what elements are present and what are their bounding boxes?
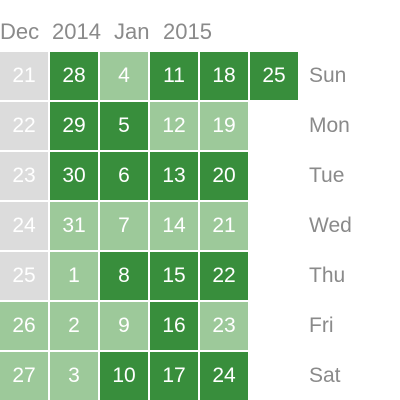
day-cell[interactable]: 24	[0, 202, 48, 250]
day-cell[interactable]: 20	[200, 152, 248, 200]
day-cell[interactable]: 29	[50, 102, 98, 150]
day-cell[interactable]: 23	[200, 302, 248, 350]
day-cell[interactable]: 9	[100, 302, 148, 350]
day-cell[interactable]: 26	[0, 302, 48, 350]
day-cell[interactable]: 1	[50, 252, 98, 300]
month-label-dec: Dec	[0, 19, 40, 44]
day-cell[interactable]: 2	[50, 302, 98, 350]
day-cell[interactable]: 5	[100, 102, 148, 150]
day-cell[interactable]: 21	[0, 52, 48, 100]
day-cell[interactable]: 31	[50, 202, 98, 250]
day-cell[interactable]: 3	[50, 352, 98, 400]
day-cell[interactable]: 27	[0, 352, 48, 400]
day-cell[interactable]: 21	[200, 202, 248, 250]
month-label-jan: Jan	[114, 19, 150, 44]
day-cell[interactable]: 17	[150, 352, 198, 400]
day-cell[interactable]: 19	[200, 102, 248, 150]
day-cell[interactable]: 15	[150, 252, 198, 300]
year-label-2015: 2015	[163, 19, 212, 44]
day-cell[interactable]: 25	[0, 252, 48, 300]
day-cell[interactable]: 16	[150, 302, 198, 350]
day-cell[interactable]: 18	[200, 52, 248, 100]
day-cell[interactable]: 22	[0, 102, 48, 150]
weekday-label-sun: Sun	[309, 64, 347, 87]
day-cell[interactable]: 12	[150, 102, 198, 150]
weekday-label-wed: Wed	[309, 214, 352, 237]
weekday-label-tue: Tue	[309, 164, 345, 187]
day-cell[interactable]: 25	[250, 52, 298, 100]
calendar-grid: 21 22 23 24 25 26 27 28 29 30 31 1 2 3 4 5 6 7 8 9 10 11 12 13 1…	[0, 52, 300, 400]
weekday-label-mon: Mon	[309, 114, 350, 137]
day-cell[interactable]: 14	[150, 202, 198, 250]
weekday-label-fri: Fri	[309, 314, 334, 337]
weekday-label-sat: Sat	[309, 364, 341, 387]
year-label-2014: 2014	[52, 19, 101, 44]
day-cell[interactable]: 10	[100, 352, 148, 400]
day-cell[interactable]: 28	[50, 52, 98, 100]
weekday-label-thu: Thu	[309, 264, 346, 287]
day-cell[interactable]: 30	[50, 152, 98, 200]
day-cell[interactable]: 13	[150, 152, 198, 200]
day-cell[interactable]: 8	[100, 252, 148, 300]
day-cell[interactable]: 22	[200, 252, 248, 300]
day-cell[interactable]: 11	[150, 52, 198, 100]
day-cell[interactable]: 4	[100, 52, 148, 100]
day-cell[interactable]: 7	[100, 202, 148, 250]
day-cell[interactable]: 24	[200, 352, 248, 400]
day-cell[interactable]: 6	[100, 152, 148, 200]
day-cell[interactable]: 23	[0, 152, 48, 200]
